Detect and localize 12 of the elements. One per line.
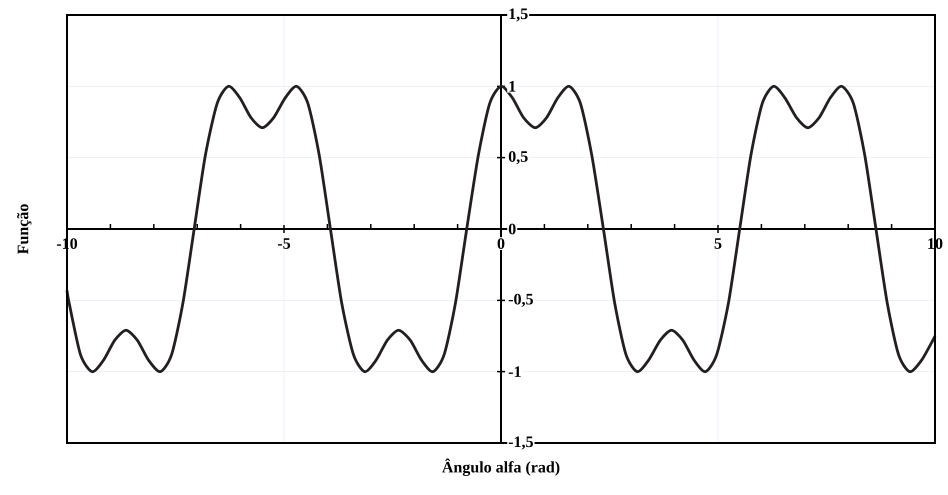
x-tick-label: 5 xyxy=(714,238,722,249)
y-tick-label: 0 xyxy=(508,224,516,234)
y-axis-title: Função xyxy=(17,204,32,254)
y-tick-label: -1,5 xyxy=(508,436,533,450)
y-tick-label: -0,5 xyxy=(508,294,533,307)
x-tick-label: -5 xyxy=(278,238,290,249)
y-tick-label: -1 xyxy=(508,366,521,377)
x-axis-title: Ângulo alfa (rad) xyxy=(442,458,560,476)
y-tick-label: 1,5 xyxy=(509,8,528,22)
x-tick-label: 0 xyxy=(498,238,504,249)
y-tick-label: 1 xyxy=(509,81,516,92)
y-tick-label: 0,5 xyxy=(508,151,528,164)
